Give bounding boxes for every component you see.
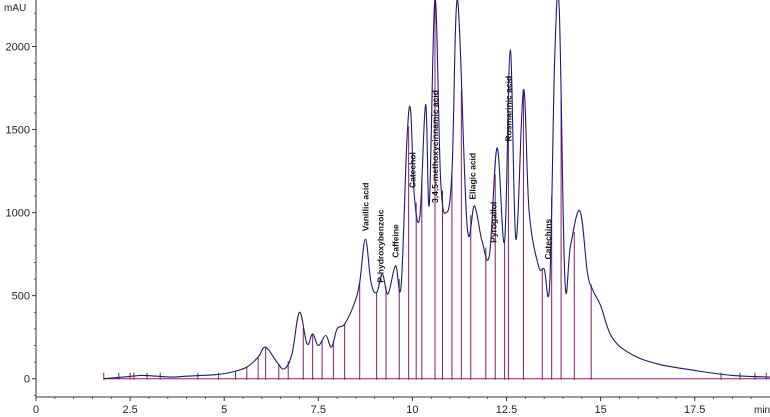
data-point: [579, 210, 580, 211]
data-point: [554, 58, 555, 59]
data-point: [186, 376, 187, 377]
data-point: [365, 239, 366, 240]
data-point: [732, 375, 733, 376]
data-point: [401, 285, 402, 286]
data-point: [549, 282, 550, 283]
data-point: [171, 377, 172, 378]
data-point: [344, 323, 345, 324]
data-point: [489, 254, 490, 255]
data-point: [325, 335, 326, 336]
data-point: [694, 370, 695, 371]
y-tick-label: 1000: [6, 208, 30, 220]
peak-label: Catechol: [407, 152, 417, 188]
data-point: [425, 104, 426, 105]
x-tick-label: 10: [406, 404, 418, 416]
data-point: [318, 345, 319, 346]
data-point: [587, 272, 588, 273]
data-point: [466, 224, 467, 225]
data-point: [376, 292, 377, 293]
data-point: [481, 240, 482, 241]
data-point: [515, 239, 516, 240]
x-tick-label: 12.5: [496, 404, 517, 416]
x-tick-label: 17.5: [684, 404, 705, 416]
data-point: [440, 179, 441, 180]
x-tick-label: 7.5: [311, 404, 326, 416]
data-point: [559, 8, 560, 9]
data-point: [593, 290, 594, 291]
data-point: [156, 376, 157, 377]
data-point: [564, 279, 565, 280]
y-tick-label: 2000: [6, 42, 30, 54]
data-point: [276, 362, 277, 363]
peak-label: Catechins: [543, 219, 553, 260]
data-point: [337, 328, 338, 329]
data-point: [544, 269, 545, 270]
data-point: [258, 357, 259, 358]
data-point: [529, 210, 530, 211]
data-point: [570, 245, 571, 246]
peak-label: Pyrogallol: [488, 202, 498, 243]
data-point: [538, 265, 539, 266]
x-tick-label: 2.5: [122, 404, 137, 416]
peak-label: Rosmarinic acid: [503, 76, 513, 142]
data-point: [122, 377, 123, 378]
y-tick-label: 1500: [6, 125, 30, 137]
data-point: [474, 205, 475, 206]
data-point: [141, 375, 142, 376]
data-point: [331, 347, 332, 348]
data-point: [510, 49, 511, 50]
data-point: [246, 367, 247, 368]
peak-label: P-hydroxybenzoic: [375, 209, 385, 282]
peak-label: 3,4,5-methoxycinnamic acid: [430, 90, 440, 203]
data-point: [410, 109, 411, 110]
x-tick-label: 5: [221, 404, 227, 416]
axes-layer: 0 500 1000 1500 2000 0 2.5 5 7.5 10 12.5 15 17.5: [6, 0, 770, 416]
y-tick-label: 500: [12, 291, 30, 303]
data-point: [523, 89, 524, 90]
y-tick-label: 0: [24, 374, 30, 386]
data-point: [312, 333, 313, 334]
data-point: [291, 353, 292, 354]
data-point: [299, 312, 300, 313]
data-point: [306, 343, 307, 344]
x-tick-label: 0: [33, 404, 39, 416]
x-axis-unit-label: min: [754, 405, 770, 416]
data-point: [419, 215, 420, 216]
data-point: [103, 378, 104, 379]
peak-label: Vanillic acid: [360, 183, 370, 232]
data-point: [387, 293, 388, 294]
data-point: [354, 303, 355, 304]
data-point: [370, 282, 371, 283]
data-point: [216, 374, 217, 375]
x-tick-label: 15: [594, 404, 606, 416]
data-point: [406, 142, 407, 143]
data-point: [395, 265, 396, 266]
data-point: [611, 337, 612, 338]
data-point: [414, 195, 415, 196]
data-point: [451, 172, 452, 173]
data-point: [359, 282, 360, 283]
data-point: [497, 147, 498, 148]
peak-label: Caffeine: [390, 224, 400, 258]
data-point: [231, 372, 232, 373]
peak-label: Ellagic acid: [468, 153, 478, 200]
data-point: [265, 347, 266, 348]
y-axis-unit-label: mAU: [4, 3, 26, 14]
plot-layer: Vanillic acid P-hydroxybenzoic Caffeine Cat…: [103, 0, 770, 380]
data-point: [201, 375, 202, 376]
data-point: [600, 305, 601, 306]
data-point: [657, 363, 658, 364]
series-line: [103, 0, 770, 380]
data-point: [630, 353, 631, 354]
data-point: [284, 368, 285, 369]
data-point: [446, 212, 447, 213]
data-point: [504, 240, 505, 241]
